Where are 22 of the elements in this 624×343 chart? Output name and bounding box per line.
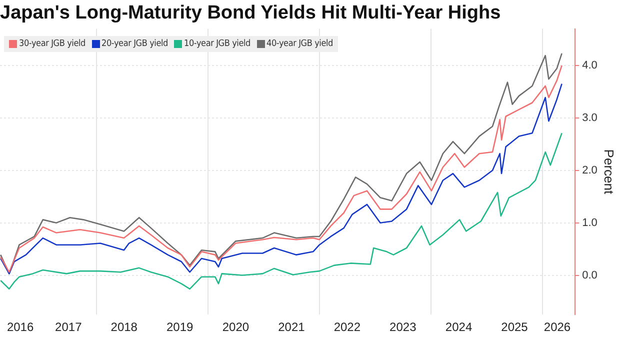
x-tick-label: 2019 bbox=[166, 320, 194, 334]
legend-label: 10-year JGB yield bbox=[184, 39, 250, 49]
x-tick-label: 2016 bbox=[6, 320, 34, 334]
chart-title: Japan's Long-Maturity Bond Yields Hit Multi-Year Highs bbox=[0, 2, 501, 24]
x-tick-label: 2023 bbox=[390, 320, 417, 334]
legend-label: 20-year JGB yield bbox=[102, 39, 168, 49]
x-tick-label: 2021 bbox=[278, 320, 306, 334]
y-tick-label: 4.0 bbox=[582, 60, 598, 72]
y-tick-label: 0.0 bbox=[582, 269, 598, 282]
x-tick-label: 2020 bbox=[222, 320, 250, 334]
x-tick-label: 2024 bbox=[445, 320, 472, 334]
legend-label: 30-year JGB yield bbox=[19, 39, 86, 49]
x-tick-label: 2018 bbox=[110, 320, 138, 334]
y-axis-title: Percent bbox=[602, 149, 617, 194]
x-tick-label: 2022 bbox=[334, 320, 361, 334]
y-tick-label: 1.0 bbox=[582, 216, 598, 229]
y-tick-label: 3.0 bbox=[582, 112, 598, 124]
legend-label: 40-year JGB yield bbox=[266, 39, 333, 49]
x-tick-label: 2025 bbox=[501, 320, 528, 334]
x-tick-label: 2026 bbox=[544, 320, 571, 334]
y-tick-label: 2.0 bbox=[582, 164, 598, 176]
x-tick-label: 2017 bbox=[55, 320, 82, 334]
